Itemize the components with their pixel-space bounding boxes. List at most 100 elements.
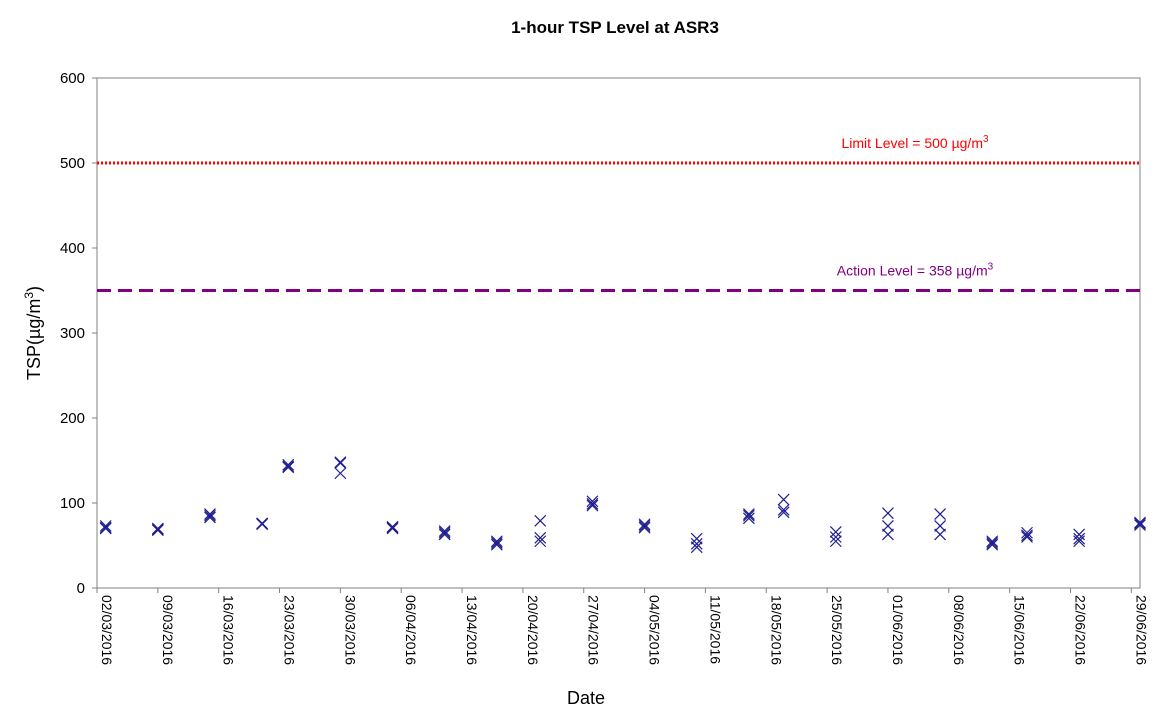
data-point [204,508,216,520]
data-point [882,528,894,541]
data-point [829,535,842,548]
data-point [690,541,703,554]
x-tick-label: 18/05/2016 [768,595,784,665]
reference-line-label-0: Limit Level = 500 µg/m3 [841,134,989,151]
y-axis-title-base: TSP( [24,339,44,380]
data-point [1073,532,1086,545]
data-point [934,528,947,541]
data-point [986,535,999,548]
y-tick-label: 0 [77,580,85,597]
data-point [99,521,112,534]
y-axis-title-sup: 3 [22,292,36,299]
data-point [829,531,842,543]
data-point [742,509,755,522]
y-tick-label: 300 [60,325,85,342]
x-tick-label: 04/05/2016 [647,595,663,665]
data-point [151,523,164,536]
x-tick-label: 15/06/2016 [1012,595,1028,665]
data-point [638,521,651,534]
data-point [204,509,216,522]
data-point [438,528,451,541]
data-point [829,525,842,538]
data-point [1021,526,1033,539]
data-point [882,507,894,520]
x-tick-label: 23/03/2016 [282,595,298,665]
data-point [934,520,947,532]
data-point [334,457,347,469]
x-tick-label: 06/04/2016 [403,595,419,665]
reference-line-label-sup: 3 [983,134,989,145]
data-point [334,456,347,469]
data-point [777,503,790,516]
data-point [204,511,216,524]
data-point [99,522,112,535]
x-tick-label: 02/03/2016 [99,595,115,665]
data-point [151,524,164,537]
reference-line-label-sup: 3 [988,262,994,273]
data-point [438,526,451,539]
x-axis-title: Date [567,688,605,708]
data-point [282,458,295,471]
x-tick-label: 29/06/2016 [1133,595,1149,665]
data-point [151,522,164,535]
data-point [742,508,755,520]
y-axis: 0 100 200 300 400 500 600 [60,70,97,597]
x-tick-label: 25/05/2016 [829,595,845,665]
data-point [490,538,503,551]
data-point [256,517,269,530]
y-tick-label: 500 [60,155,85,172]
plot-area [96,77,1141,589]
y-tick-label: 400 [60,240,85,257]
data-point [1021,529,1033,542]
x-tick-label: 01/06/2016 [890,595,906,665]
data-point [490,535,503,548]
data-point [986,537,999,549]
y-tick-label: 200 [60,410,85,427]
x-tick-label: 27/04/2016 [586,595,602,665]
data-point [534,531,547,544]
data-point [777,506,790,519]
data-point [534,535,547,548]
data-point [1021,531,1033,543]
reference-line-label-text: Limit Level = 500 µg/m [841,135,983,151]
data-point [986,538,999,551]
data-point [438,525,451,537]
x-tick-label: 22/06/2016 [1072,595,1088,665]
data-point [256,518,269,531]
data-point [882,520,894,532]
data-point [282,461,295,474]
data-point [777,493,790,506]
data-point [586,499,599,512]
data-point [934,508,947,520]
data-point [586,495,599,508]
y-axis-title-unit: µg/m [24,299,44,339]
x-tick-label: 11/05/2016 [707,595,723,664]
chart-title: 1-hour TSP Level at ASR3 [511,18,719,37]
data-point [638,518,651,531]
x-axis: 02/03/2016 09/03/2016 16/03/2016 23/03/2016… [96,588,1149,665]
data-point [282,460,295,473]
data-point [1073,528,1086,541]
reference-line-label-1: Action Level = 358 µg/m3 [837,262,994,279]
data-point [386,521,399,534]
data-markers [99,456,1146,554]
x-tick-label: 13/04/2016 [464,595,480,665]
data-point [1134,517,1146,530]
data-point [386,520,399,533]
x-tick-label: 09/03/2016 [160,595,176,665]
x-tick-label: 08/06/2016 [951,595,967,665]
x-tick-label: 30/03/2016 [342,595,358,665]
y-tick-label: 100 [60,495,85,512]
x-tick-label: 20/04/2016 [525,595,541,665]
data-point [99,520,112,532]
data-point [586,497,599,510]
data-point [638,520,651,532]
data-point [490,537,503,549]
data-point [534,514,547,527]
data-point [334,467,347,480]
data-point [386,522,399,535]
data-point [742,512,755,525]
data-point [1134,516,1146,529]
data-point [690,532,703,545]
